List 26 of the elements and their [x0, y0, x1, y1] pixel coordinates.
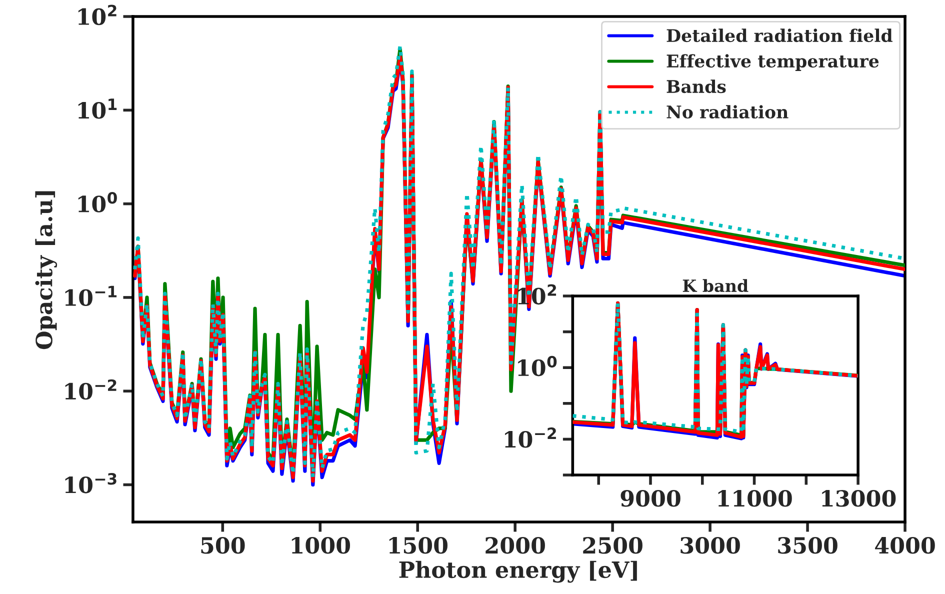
y-tick-label: 10$^{−2}$ — [65, 379, 116, 400]
y-axis-title: Opacity [a.u] — [35, 191, 58, 350]
x-tick-label: 2500 — [583, 536, 642, 554]
y-tick-label: 10$^{1}$ — [78, 98, 117, 119]
x-tick-label: 1000 — [292, 536, 350, 554]
x-tick-label: 11000 — [718, 490, 792, 507]
x-axis-title: Photon energy [eV] — [399, 560, 637, 583]
x-tick-label: 500 — [201, 536, 245, 554]
legend-label: No radiation — [666, 105, 788, 119]
x-tick-label: 3000 — [680, 536, 740, 554]
y-tick-label: 10$^{2}$ — [78, 4, 116, 26]
chart-title: K band — [682, 279, 748, 292]
x-tick-label: 9000 — [620, 490, 680, 507]
x-tick-label: 3500 — [778, 536, 838, 554]
x-tick-label: 13000 — [822, 490, 896, 507]
legend-label: Effective temperature — [666, 54, 879, 71]
x-tick-label: 2000 — [486, 536, 545, 554]
y-tick-label: 10$^{−3}$ — [65, 472, 116, 494]
x-tick-label: 1500 — [389, 536, 448, 554]
y-tick-label: 10$^{0}$ — [518, 356, 557, 376]
y-tick-label: 10$^{−2}$ — [505, 427, 556, 448]
x-tick-label: 4000 — [875, 536, 935, 554]
legend-label: Detailed radiation field — [666, 28, 892, 42]
y-tick-label: 10$^{−1}$ — [65, 286, 117, 306]
legend-label: Bands — [666, 80, 726, 94]
y-tick-label: 10$^{0}$ — [78, 192, 117, 212]
